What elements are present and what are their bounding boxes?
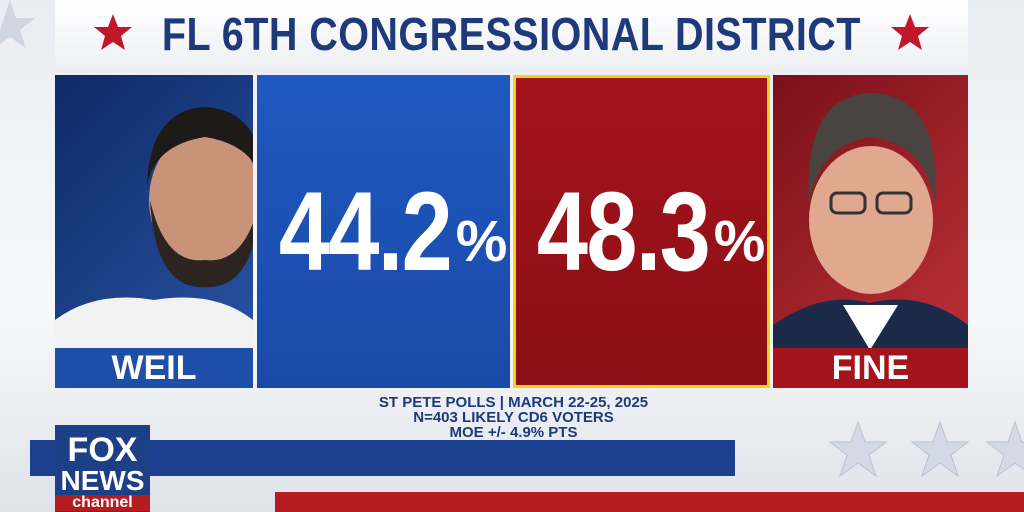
- title-bar: FL 6TH CONGRESSIONAL DISTRICT: [55, 0, 968, 68]
- star: [828, 420, 888, 478]
- network-logo: FOX NEWS channel: [55, 425, 150, 512]
- poll-sample: N=403 LIKELY CD6 VOTERS: [413, 409, 614, 426]
- poll-source: ST PETE POLLS | MARCH 22-25, 2025: [378, 394, 649, 411]
- poll-result: 48.3%: [513, 75, 770, 388]
- candidate-name: FINE: [773, 348, 968, 388]
- candidate-photo: FINE: [773, 75, 968, 388]
- title: FL 6TH CONGRESSIONAL DISTRICT: [162, 8, 861, 60]
- logo-word: NEWS: [60, 465, 145, 496]
- percent-unit: %: [713, 209, 766, 274]
- star: [0, 0, 35, 48]
- percent-value: 44.2: [278, 169, 453, 294]
- candidate-photo: WEIL: [55, 75, 253, 388]
- star: [985, 420, 1024, 478]
- star-icon: [891, 14, 929, 50]
- logo-word: FOX: [67, 431, 138, 469]
- red-stripe: [275, 492, 1024, 512]
- poll-result: 44.2%: [257, 75, 510, 388]
- logo-word: channel: [55, 495, 150, 511]
- star: [910, 420, 970, 478]
- percent-value: 48.3: [536, 169, 711, 294]
- star-icon: [94, 14, 132, 50]
- poll-margin: MOE +/- 4.9% PTS: [449, 424, 578, 441]
- percent-unit: %: [455, 209, 508, 274]
- portrait: [55, 107, 253, 388]
- candidate-name: WEIL: [55, 348, 253, 388]
- portrait: [773, 93, 968, 388]
